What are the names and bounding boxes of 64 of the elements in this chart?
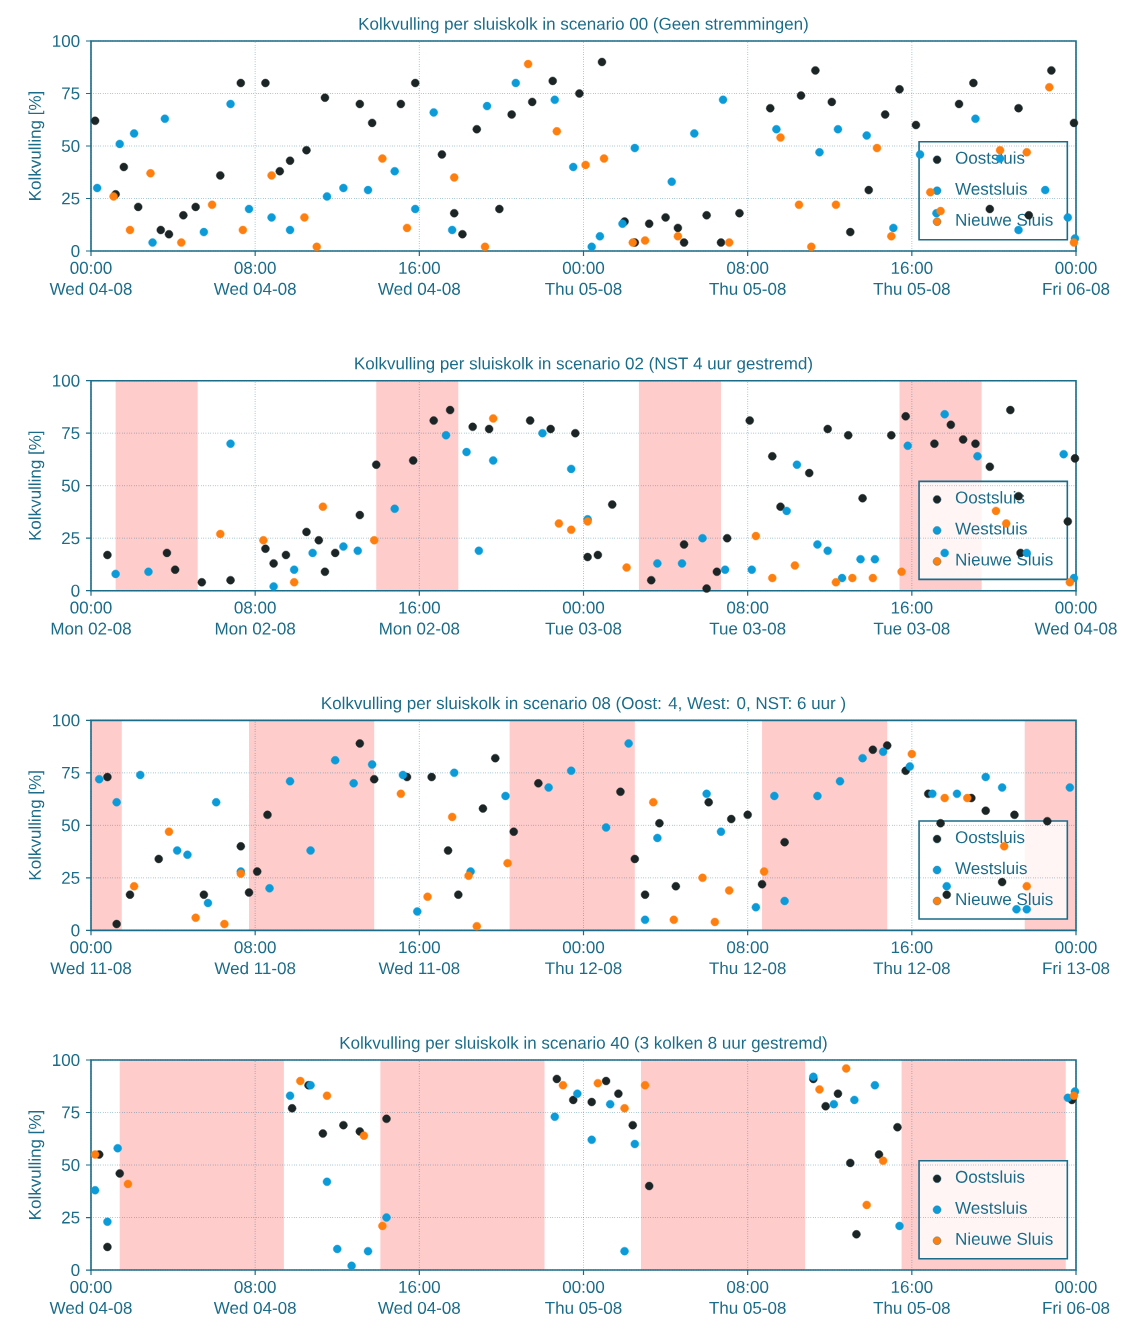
y-tick-label: 25 xyxy=(62,871,80,884)
x-tick-label: 16:00 Thu 12-08 xyxy=(873,941,950,975)
legend-label: Westsluis xyxy=(955,522,1027,535)
y-tick-label: 25 xyxy=(62,192,80,205)
x-tick-label: 16:00 Tue 03-08 xyxy=(873,601,950,635)
x-tick-label: 00:00 Wed 04-08 xyxy=(49,1280,132,1314)
x-tick-label: 16:00 Wed 11-08 xyxy=(378,941,460,975)
y-tick-label: 75 xyxy=(62,427,80,440)
legend-label: Westsluis xyxy=(955,1201,1027,1214)
y-tick-label: 0 xyxy=(71,584,80,597)
x-tick-label: 00:00 Mon 02-08 xyxy=(51,601,131,635)
y-axis-title: Kolkvulling [%] xyxy=(28,1110,45,1219)
chart-title: Kolkvulling per sluiskolk in scenario 02 (NST 4 uur gestremd) xyxy=(355,356,812,373)
x-tick-label: 08:00 Thu 05-08 xyxy=(709,261,786,295)
y-tick-label: 0 xyxy=(71,1264,80,1277)
y-tick-label: 0 xyxy=(71,244,80,258)
x-tick-label: 00:00 Fri 06-08 xyxy=(1043,261,1110,295)
y-tick-label: 100 xyxy=(53,374,80,387)
y-tick-label: 50 xyxy=(61,139,80,153)
x-tick-label: 08:00 Tue 03-08 xyxy=(709,601,786,635)
x-tick-label: 00:00 Thu 12-08 xyxy=(545,941,622,975)
chart-title: Kolkvulling per sluiskolk in scenario 40 (3 kolken 8 uur gestremd) xyxy=(340,1036,827,1053)
x-tick-label: 16:00 Thu 05-08 xyxy=(873,261,950,295)
y-axis-title: Kolkvulling [%] xyxy=(28,91,45,200)
legend-label: Oostsluis xyxy=(955,1170,1025,1183)
y-tick-label: 75 xyxy=(62,766,80,779)
x-tick-label: 00:00 Wed 11-08 xyxy=(50,941,132,975)
y-tick-label: 50 xyxy=(61,1159,80,1172)
x-tick-label: 08:00 Wed 11-08 xyxy=(214,941,296,975)
legend-label: Oostsluis xyxy=(955,830,1025,844)
legend-label: Westsluis xyxy=(955,861,1027,875)
x-tick-label: 00:00 Wed 04-08 xyxy=(1034,601,1117,635)
x-tick-label: 00:00 Fri 13-08 xyxy=(1043,941,1110,975)
x-tick-label: 00:00 Thu 05-08 xyxy=(545,1280,622,1314)
y-tick-label: 100 xyxy=(53,34,80,48)
y-tick-label: 75 xyxy=(62,1106,80,1119)
x-tick-label: 00:00 Wed 04-08 xyxy=(49,261,132,295)
y-tick-label: 100 xyxy=(53,714,80,727)
y-tick-label: 100 xyxy=(53,1054,80,1067)
x-tick-label: 16:00 Wed 04-08 xyxy=(377,1280,460,1314)
legend-label: Nieuwe Sluis xyxy=(956,892,1053,906)
y-axis-title: Kolkvulling [%] xyxy=(28,771,45,880)
y-tick-label: 25 xyxy=(62,1211,80,1224)
x-tick-label: 00:00 Tue 03-08 xyxy=(545,601,622,635)
y-tick-label: 75 xyxy=(62,87,80,100)
legend-label: Nieuwe Sluis xyxy=(956,1232,1053,1245)
legend-label: Westsluis xyxy=(955,182,1027,195)
x-tick-label: 08:00 Thu 05-08 xyxy=(709,1280,786,1314)
y-tick-label: 50 xyxy=(61,819,80,832)
x-tick-label: 08:00 Wed 04-08 xyxy=(213,261,296,295)
y-tick-label: 50 xyxy=(61,479,80,492)
chart-title: Kolkvulling per sluiskolk in scenario 00 (Geen stremmingen) xyxy=(359,17,808,34)
x-tick-label: 16:00 Mon 02-08 xyxy=(380,601,460,635)
chart-title: Kolkvulling per sluiskolk in scenario 08 (Oost: 4, West: 0, NST: 6 uur ) xyxy=(322,696,846,713)
x-tick-label: 16:00 Wed 04-08 xyxy=(377,261,460,295)
x-tick-label: 08:00 Thu 12-08 xyxy=(709,941,786,975)
x-tick-label: 08:00 Wed 04-08 xyxy=(213,1280,296,1314)
x-tick-label: 08:00 Mon 02-08 xyxy=(215,601,296,635)
y-tick-label: 25 xyxy=(62,532,80,545)
x-tick-label: 00:00 Thu 05-08 xyxy=(545,261,622,295)
y-tick-label: 0 xyxy=(71,924,80,937)
x-tick-label: 00:00 Fri 06-08 xyxy=(1043,1280,1110,1314)
y-axis-title: Kolkvulling [%] xyxy=(28,431,45,540)
x-tick-label: 16:00 Thu 05-08 xyxy=(873,1280,950,1314)
